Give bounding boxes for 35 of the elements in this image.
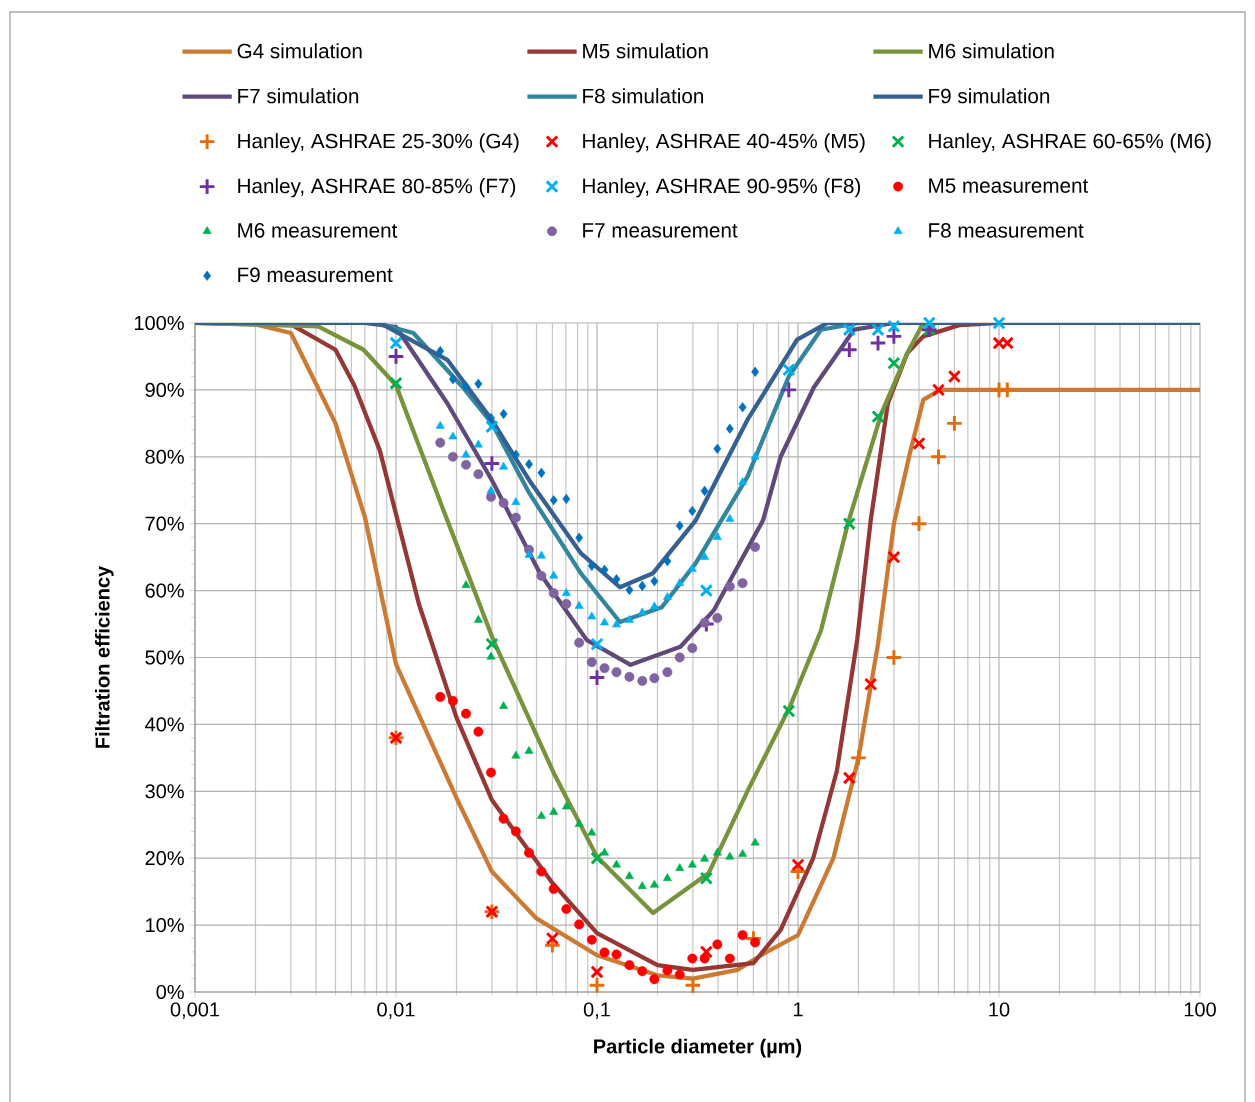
- x-tick-label: 0,001: [170, 1002, 220, 1019]
- y-tick-label: 10%: [146, 918, 184, 933]
- legend-label: F7 simulation: [238, 88, 359, 104]
- y-tick-label: 30%: [145, 784, 184, 799]
- y-tick-label: 0%: [156, 984, 184, 1000]
- legend-label: M6 simulation: [929, 43, 1054, 59]
- y-axis-title: Filtration efficiency: [94, 565, 114, 748]
- x-axis-title: Particle diameter (µm): [594, 1038, 802, 1058]
- legend-label: G4 simulation: [237, 43, 362, 59]
- y-tick-label: 80%: [145, 449, 184, 464]
- legend-label: Hanley, ASHRAE 25-30% (G4): [238, 133, 519, 153]
- legend-label: Hanley, ASHRAE 40-45% (M5): [583, 133, 865, 153]
- x-tick-label: 0,01: [377, 1002, 415, 1019]
- y-tick-label: 40%: [145, 717, 184, 732]
- legend-label: M6 measurement: [238, 223, 398, 238]
- y-tick-label: 100%: [134, 315, 184, 331]
- y-tick-label: 20%: [145, 851, 184, 866]
- legend-label: M5 measurement: [929, 178, 1089, 193]
- x-tick-label: 10: [989, 1002, 1010, 1017]
- y-tick-label: 70%: [145, 516, 184, 531]
- x-tick-label: 1: [793, 1002, 803, 1017]
- legend-label: F7 measurement: [583, 223, 738, 238]
- x-tick-label: 100: [1184, 1002, 1216, 1017]
- legend-label: F9 measurement: [238, 267, 393, 283]
- legend-label: F8 simulation: [583, 88, 703, 104]
- legend-label: Hanley, ASHRAE 80-85% (F7): [238, 178, 516, 198]
- x-tick-label: 0,1: [583, 1002, 610, 1019]
- legend-label: F9 simulation: [929, 88, 1050, 104]
- legend-label: Hanley, ASHRAE 90-95% (F8): [583, 178, 861, 198]
- legend-label: F8 measurement: [929, 223, 1084, 238]
- legend-label: M5 simulation: [583, 43, 708, 59]
- y-tick-label: 50%: [145, 650, 184, 665]
- legend-label: Hanley, ASHRAE 60-65% (M6): [929, 133, 1211, 153]
- y-tick-label: 90%: [145, 382, 184, 397]
- y-tick-label: 60%: [145, 583, 184, 598]
